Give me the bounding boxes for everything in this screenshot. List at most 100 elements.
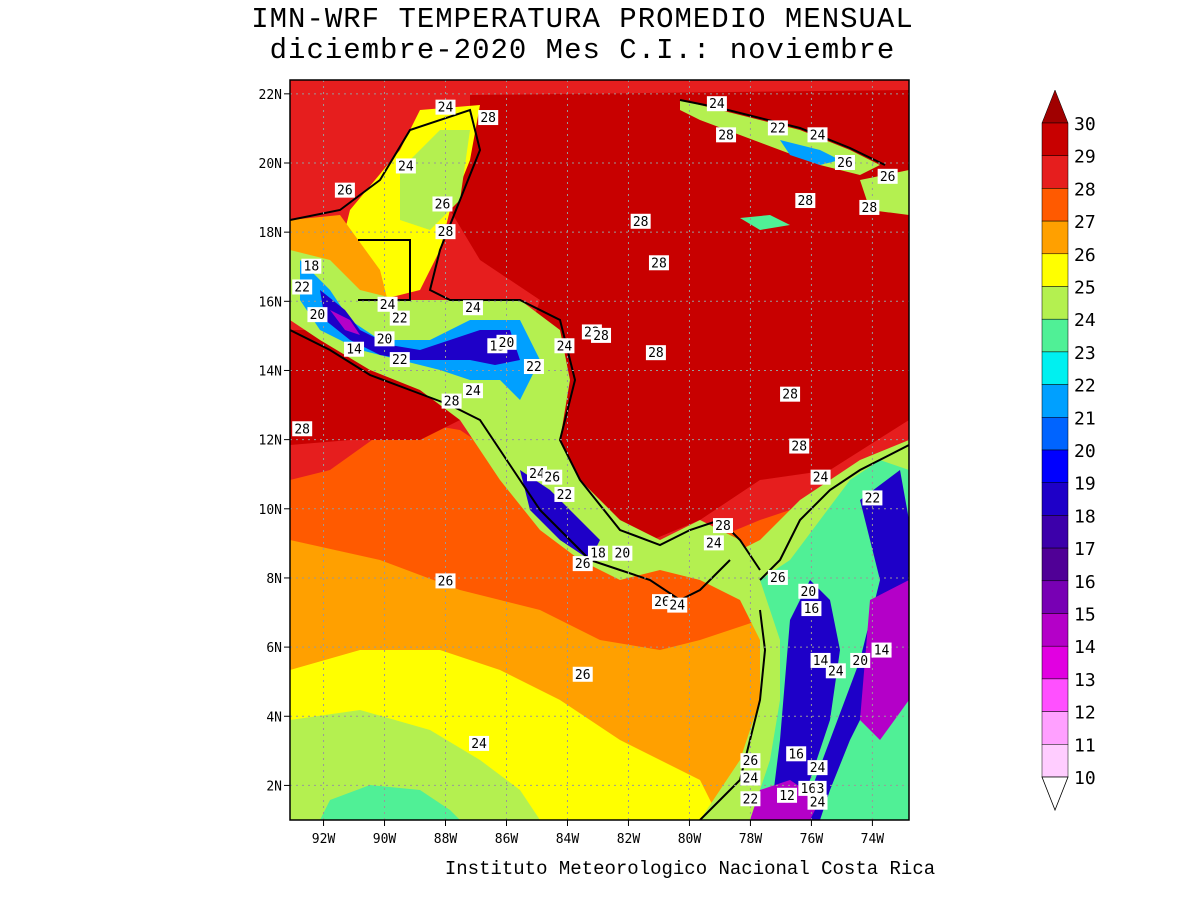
contour-label: 22 <box>767 120 788 136</box>
contour-label: 14 <box>810 652 831 669</box>
contour-label-box <box>307 307 328 323</box>
x-tick-label: 76W <box>800 832 824 847</box>
contour-label-box <box>798 583 819 599</box>
contour-label-text: 26 <box>575 668 591 683</box>
contour-label-box <box>395 158 416 174</box>
contour-label-text: 20 <box>615 547 631 562</box>
contour-label-box <box>777 787 798 803</box>
contour-label: 28 <box>648 255 669 271</box>
contour-label-text: 28 <box>593 329 609 344</box>
colorbar-level-label: 17 <box>1074 539 1096 560</box>
contour-label-box <box>810 652 831 668</box>
contour-label: 26 <box>542 469 563 486</box>
contour-label-box <box>612 545 633 561</box>
x-tick-label: 84W <box>556 832 580 847</box>
contour-label: 22 <box>292 279 313 295</box>
y-tick-label: 18N <box>259 226 282 241</box>
contour-label-text: 20 <box>801 585 817 600</box>
temperature-field <box>290 80 909 820</box>
contour-label-box <box>344 341 365 357</box>
map-title: IMN-WRF TEMPERATURA PROMEDIO MENSUAL <box>251 3 914 36</box>
contour-label-box <box>716 127 737 143</box>
colorbar-level-label: 26 <box>1074 245 1096 266</box>
contour-label-box <box>871 642 892 658</box>
colorbar-level-label: 13 <box>1074 670 1096 691</box>
contour-label-text: 26 <box>438 574 454 589</box>
contour-label: 24 <box>825 663 846 679</box>
contour-label: 16 <box>801 601 822 617</box>
contour-label: 26 <box>652 594 673 610</box>
contour-label-box <box>526 466 547 482</box>
contour-label: 24 <box>462 383 483 399</box>
contour-label-box <box>554 338 575 354</box>
contour-label-text: 14 <box>874 644 890 659</box>
x-tick-label: 82W <box>617 832 641 847</box>
contour-label-box <box>587 545 608 561</box>
y-tick-label: 10N <box>259 503 282 518</box>
contour-label-text: 26 <box>880 170 896 185</box>
colorbar-swatch <box>1041 711 1069 745</box>
contour-label-box <box>789 438 810 454</box>
y-tick-label: 14N <box>259 364 282 379</box>
contour-label-text: 16 <box>804 602 820 617</box>
contour-label-text: 24 <box>465 384 481 399</box>
contour-label-box <box>469 735 490 751</box>
colorbar-level-label: 18 <box>1074 506 1096 527</box>
contour-label-box <box>301 258 322 274</box>
contour-label-text: 14 <box>813 654 829 669</box>
contour-label-box <box>374 331 395 347</box>
contour-label-box <box>798 780 819 796</box>
contour-label: 20 <box>307 307 328 323</box>
contour-label: 24 <box>807 760 828 776</box>
contour-label-box <box>630 213 651 229</box>
y-tick-label: 12N <box>259 434 282 449</box>
contour-label-text: 24 <box>557 339 573 354</box>
contour-label-text: 18 <box>304 260 320 275</box>
contour-label-text: 24 <box>529 467 545 482</box>
contour-label-text: 28 <box>444 395 460 410</box>
y-tick-label: 20N <box>259 157 282 172</box>
contour-label: 24 <box>526 466 547 482</box>
contour-label-box <box>496 334 517 350</box>
contour-label: 28 <box>630 213 651 230</box>
contour-label-text: 12 <box>779 789 795 804</box>
contour-label-text: 26 <box>435 197 451 212</box>
contour-label-box <box>767 569 788 585</box>
contour-label: 28 <box>478 110 499 126</box>
contour-label-text: 22 <box>294 280 310 295</box>
contour-label-box <box>462 383 483 399</box>
colorbar-level-label: 24 <box>1074 310 1096 331</box>
contour-label-box <box>572 556 593 572</box>
contour-label-box <box>859 199 880 215</box>
y-tick-label: 22N <box>259 88 282 103</box>
contour-label-box <box>645 345 666 361</box>
contour-label-text: 24 <box>398 159 414 174</box>
y-tick-label: 2N <box>266 779 282 794</box>
colorbar-level-label: 22 <box>1074 376 1096 397</box>
contour-label: 24 <box>807 794 828 811</box>
contour-label-box <box>377 296 398 312</box>
contour-label-text: 26 <box>770 571 786 586</box>
contour-label-box <box>334 182 355 198</box>
contour-label-text: 14 <box>346 343 362 358</box>
contour-label-text: 22 <box>392 312 408 327</box>
contour-label-box <box>554 486 575 502</box>
contour-label-box <box>435 99 456 115</box>
colorbar-level-label: 21 <box>1074 408 1096 429</box>
colorbar-level-label: 10 <box>1074 768 1096 789</box>
contour-label-box <box>389 352 410 368</box>
colorbar-level-label: 28 <box>1074 179 1096 200</box>
contour-label-text: 24 <box>810 796 826 811</box>
contour-label-text: 28 <box>648 346 664 361</box>
contour-label-box <box>652 594 673 610</box>
contour-label: 26 <box>834 154 855 171</box>
contour-label-text: 28 <box>633 215 649 230</box>
colorbar-level-label: 30 <box>1074 114 1096 135</box>
y-tick-label: 8N <box>266 572 282 587</box>
latitude-axis: 22N 20N 18N 16N 14N 12N 10N 8N 6N 4N 2N <box>259 88 290 794</box>
contour-label: 28 <box>789 438 810 455</box>
contour-label: 18 <box>301 258 322 275</box>
contour-label-box <box>780 386 801 402</box>
contour-label-box <box>648 255 669 271</box>
contour-label-box <box>801 601 822 617</box>
